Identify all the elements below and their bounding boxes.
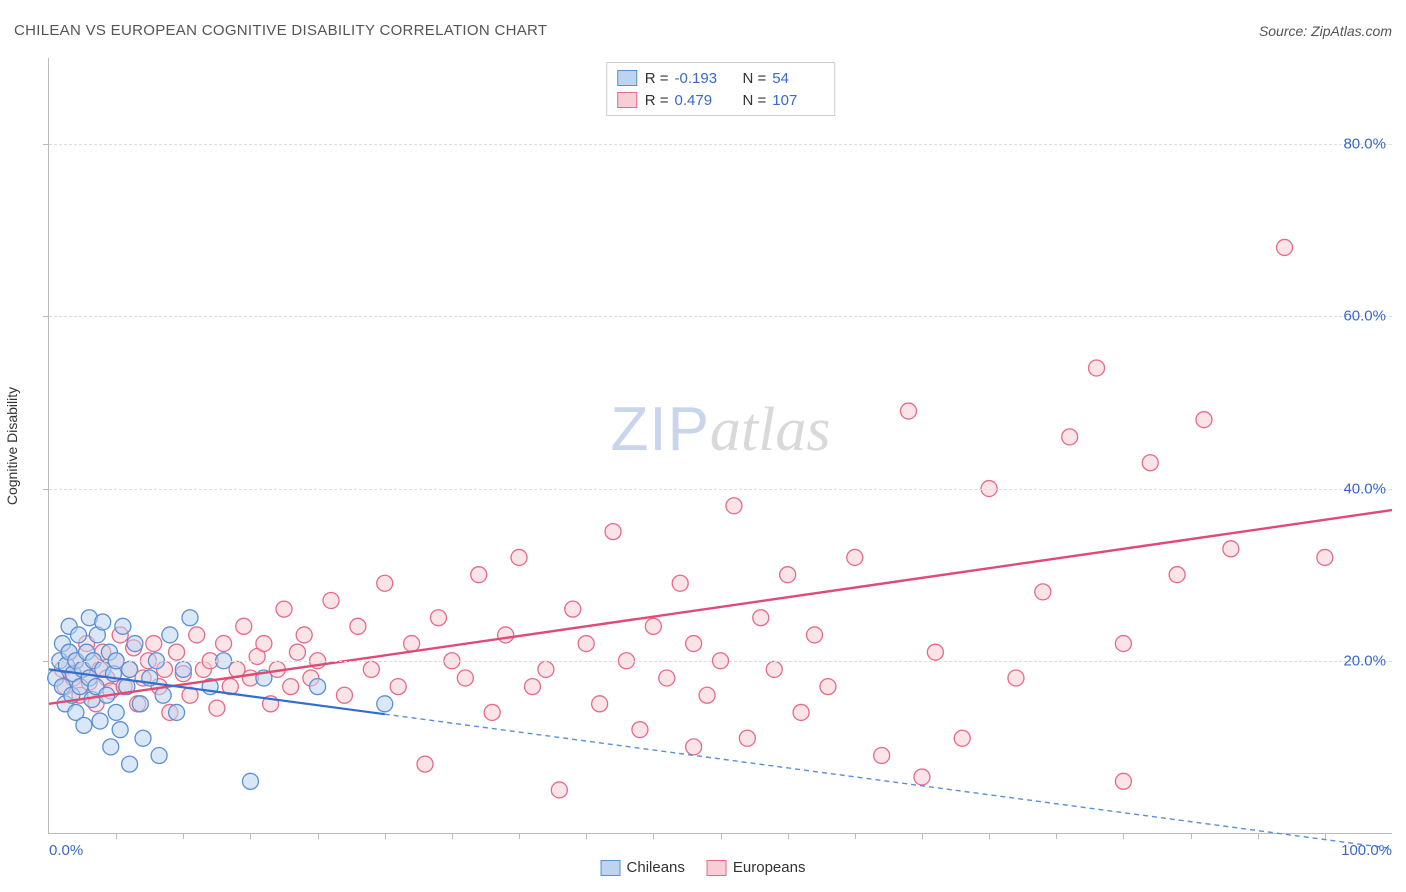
chart-title: CHILEAN VS EUROPEAN COGNITIVE DISABILITY…	[14, 22, 547, 39]
x-tick-label-left: 0.0%	[49, 842, 83, 859]
chart-header: CHILEAN VS EUROPEAN COGNITIVE DISABILITY…	[14, 22, 1392, 39]
legend-n-europeans: 107	[772, 92, 824, 109]
series-legend: Chileans Europeans	[601, 859, 806, 876]
legend-label-chileans: Chileans	[627, 859, 685, 876]
legend-r-label: R =	[645, 92, 669, 109]
chart-svg	[49, 58, 1392, 833]
legend-r-label: R =	[645, 70, 669, 87]
x-tick-label-right: 100.0%	[1341, 842, 1392, 859]
legend-n-label: N =	[743, 92, 767, 109]
legend-row-europeans: R = 0.479 N = 107	[617, 89, 825, 111]
legend-row-chileans: R = -0.193 N = 54	[617, 67, 825, 89]
legend-label-europeans: Europeans	[733, 859, 806, 876]
swatch-chileans	[617, 70, 637, 86]
y-tick-label: 20.0%	[1343, 652, 1386, 669]
legend-item-europeans: Europeans	[707, 859, 806, 876]
y-tick-label: 80.0%	[1343, 136, 1386, 153]
y-tick-label: 60.0%	[1343, 308, 1386, 325]
legend-r-chileans: -0.193	[675, 70, 727, 87]
y-axis-label: Cognitive Disability	[4, 387, 20, 505]
chart-source: Source: ZipAtlas.com	[1259, 23, 1392, 39]
legend-r-europeans: 0.479	[675, 92, 727, 109]
correlation-legend: R = -0.193 N = 54 R = 0.479 N = 107	[606, 62, 836, 116]
swatch-europeans-icon	[707, 860, 727, 876]
y-tick-label: 40.0%	[1343, 480, 1386, 497]
plot-area: ZIPatlas R = -0.193 N = 54 R = 0.479 N =…	[48, 58, 1392, 834]
swatch-chileans-icon	[601, 860, 621, 876]
swatch-europeans	[617, 92, 637, 108]
legend-item-chileans: Chileans	[601, 859, 685, 876]
legend-n-chileans: 54	[772, 70, 824, 87]
legend-n-label: N =	[743, 70, 767, 87]
